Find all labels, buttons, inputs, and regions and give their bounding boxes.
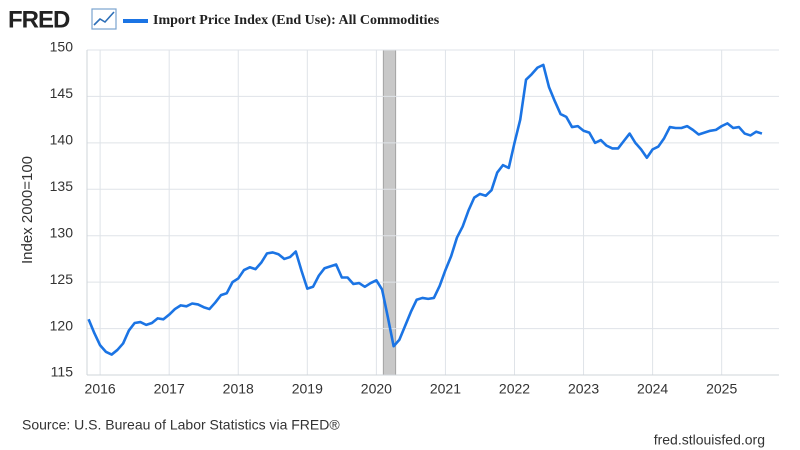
x-tick-label: 2022: [499, 381, 530, 397]
y-tick-label: 125: [50, 271, 74, 287]
y-tick-label: 115: [51, 364, 74, 380]
y-tick-label: 140: [50, 132, 74, 148]
y-tick-label: 130: [50, 224, 74, 240]
y-tick-label: 150: [50, 39, 74, 55]
legend-label: Import Price Index (End Use): All Commod…: [153, 13, 440, 28]
x-tick-label: 2023: [568, 381, 599, 397]
y-tick-label: 120: [50, 317, 74, 333]
y-axis-title: Index 2000=100: [19, 156, 36, 264]
x-tick-label: 2017: [154, 381, 185, 397]
x-tick-label: 2025: [706, 381, 737, 397]
plot-background: [87, 50, 779, 375]
y-tick-label: 145: [50, 85, 74, 101]
plot: 115 120 125 130 135 140 145 150 2016 2017 2018 2019…: [50, 39, 779, 397]
x-tick-label: 2020: [361, 381, 392, 397]
source: Source: U.S. Bureau of Labor Statistics …: [22, 417, 340, 433]
x-tick-label: 2024: [637, 381, 668, 397]
series-line: [87, 63, 763, 356]
logo: FRED: [8, 6, 70, 33]
x-tick-label: 2019: [292, 381, 323, 397]
logo-icon: [91, 8, 117, 30]
x-tick-label: 2021: [430, 381, 461, 397]
x-tick-label: 2016: [85, 381, 116, 397]
x-tick-label: 2018: [223, 381, 254, 397]
y-tick-label: 135: [50, 178, 74, 194]
site: fred.stlouisfed.org: [654, 432, 765, 448]
